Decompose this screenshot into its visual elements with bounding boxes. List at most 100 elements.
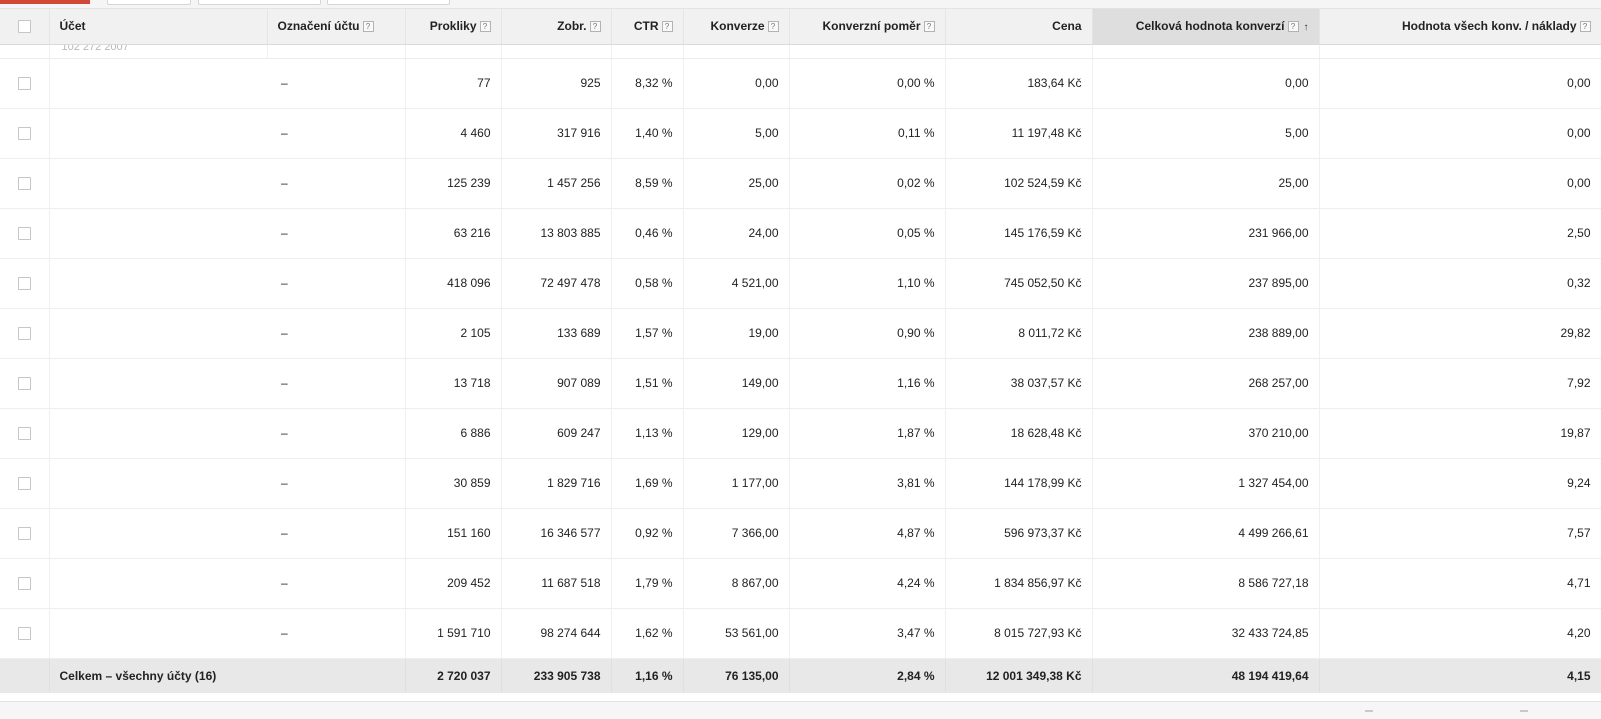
row-checkbox[interactable]	[17, 477, 31, 491]
row-checkbox[interactable]	[17, 277, 31, 291]
select-all-cell	[0, 9, 50, 45]
cell-account	[49, 558, 267, 609]
column-header-account-label[interactable]: Označení účtu?	[267, 9, 406, 45]
totals-cost: 12 001 349,38 Kč	[945, 657, 1093, 693]
row-select-cell	[0, 158, 50, 209]
row-checkbox[interactable]	[17, 227, 31, 241]
table-cell	[1319, 44, 1601, 59]
cell-value-per-cost: 2,50	[1319, 208, 1601, 259]
row-select-cell	[0, 408, 50, 459]
cell-conversion-value: 231 966,00	[1092, 208, 1320, 259]
table-row[interactable]: –30 859 1 829 716 1,69 % 1 177,00 3,81 % 144 …	[0, 458, 1601, 509]
cell-conversions: 4 521,00	[683, 258, 790, 309]
cell-conversion-value: 8 586 727,18	[1092, 558, 1320, 609]
cell-conversion-value: 0,00	[1092, 58, 1320, 109]
help-icon[interactable]: ?	[589, 21, 601, 33]
cell-cost: 102 524,59 Kč	[945, 158, 1093, 209]
table-row[interactable]: –1 591 710 98 274 644 1,62 % 53 561,00 3,47 …	[0, 608, 1601, 659]
help-icon[interactable]: ?	[362, 21, 374, 33]
row-checkbox[interactable]	[17, 627, 31, 641]
totals-spacer	[0, 657, 50, 693]
cell-clicks: 77	[405, 58, 502, 109]
cell-conversion-rate: 0,11 %	[789, 108, 946, 159]
column-header-conversions[interactable]: Konverze?	[683, 9, 790, 45]
table-row[interactable]: –77 925 8,32 % 0,00 0,00 % 183,64 Kč 0,00 0,00	[0, 58, 1601, 109]
table-cell	[789, 44, 946, 59]
cell-impressions: 907 089	[501, 358, 612, 409]
cell-account	[49, 408, 267, 459]
cell-conversion-value: 32 433 724,85	[1092, 608, 1320, 659]
help-icon[interactable]: ?	[767, 21, 779, 33]
column-header-impressions[interactable]: Zobr.?	[501, 9, 612, 45]
cell-conversions: 24,00	[683, 208, 790, 259]
column-header-account[interactable]: Účet	[49, 9, 268, 45]
toolbar-button[interactable]	[327, 0, 450, 5]
cell-conversions: 1 177,00	[683, 458, 790, 509]
row-checkbox[interactable]	[17, 527, 31, 541]
cell-conversion-value: 237 895,00	[1092, 258, 1320, 309]
row-checkbox[interactable]	[17, 327, 31, 341]
row-checkbox[interactable]	[17, 577, 31, 591]
table-row[interactable]: –63 216 13 803 885 0,46 % 24,00 0,05 % 145 17…	[0, 208, 1601, 259]
table-row[interactable]: –13 718 907 089 1,51 % 149,00 1,16 % 38 037,5…	[0, 358, 1601, 409]
row-select-cell	[0, 558, 50, 609]
toolbar-button[interactable]	[198, 0, 321, 5]
table-row[interactable]: –418 096 72 497 478 0,58 % 4 521,00 1,10 % 74…	[0, 258, 1601, 309]
help-icon[interactable]: ?	[1287, 21, 1299, 33]
table-row[interactable]: –125 239 1 457 256 8,59 % 25,00 0,02 % 102 52…	[0, 158, 1601, 209]
row-checkbox[interactable]	[17, 177, 31, 191]
table-cell	[1092, 44, 1320, 59]
column-header-value-per-cost[interactable]: Hodnota všech konv. / náklady?	[1319, 9, 1601, 45]
accounts-table: Účet Označení účtu? Prokliky? Zobr.? CTR…	[0, 9, 1601, 693]
column-header-label: Konverzní poměr	[822, 19, 921, 34]
cell-clicks: 209 452	[405, 558, 502, 609]
row-checkbox[interactable]	[17, 377, 31, 391]
column-header-ctr[interactable]: CTR?	[611, 9, 684, 45]
cell-conversion-rate: 0,00 %	[789, 58, 946, 109]
cell-cost: 1 834 856,97 Kč	[945, 558, 1093, 609]
cell-conversions: 53 561,00	[683, 608, 790, 659]
select-all-checkbox[interactable]	[17, 20, 31, 34]
cell-account-label: –	[267, 608, 406, 659]
cell-account-label: –	[267, 558, 406, 609]
cell-ctr: 1,40 %	[611, 108, 684, 159]
row-checkbox[interactable]	[17, 77, 31, 91]
cell-conversion-value: 5,00	[1092, 108, 1320, 159]
cell-ctr: 0,92 %	[611, 508, 684, 559]
totals-value-per-cost: 4,15	[1319, 657, 1601, 693]
cell-impressions: 1 829 716	[501, 458, 612, 509]
column-header-label: Cena	[1052, 19, 1082, 34]
cell-clicks: 151 160	[405, 508, 502, 559]
column-header-total-conversion-value[interactable]: Celková hodnota konverzí? ↑	[1092, 9, 1320, 45]
row-select-cell	[0, 358, 50, 409]
table-row[interactable]: –209 452 11 687 518 1,79 % 8 867,00 4,24 % 1 …	[0, 558, 1601, 609]
table-row[interactable]: –2 105 133 689 1,57 % 19,00 0,90 % 8 011,72 K…	[0, 308, 1601, 359]
column-header-clicks[interactable]: Prokliky?	[405, 9, 502, 45]
help-icon[interactable]: ?	[479, 21, 491, 33]
cell-account	[49, 208, 267, 259]
row-select-cell	[0, 458, 50, 509]
table-row[interactable]: –4 460 317 916 1,40 % 5,00 0,11 % 11 197,48 K…	[0, 108, 1601, 159]
column-header-label: Prokliky	[429, 19, 477, 34]
pagination-control[interactable]	[1520, 710, 1528, 712]
help-icon[interactable]: ?	[661, 21, 673, 33]
column-header-label: CTR	[633, 19, 659, 34]
row-checkbox[interactable]	[17, 127, 31, 141]
cell-ctr: 1,69 %	[611, 458, 684, 509]
table-cell	[0, 44, 50, 59]
pagination-control[interactable]	[1365, 710, 1373, 712]
cell-conversions: 25,00	[683, 158, 790, 209]
toolbar-button[interactable]	[107, 0, 191, 5]
help-icon[interactable]: ?	[1579, 21, 1591, 33]
cell-conversion-value: 238 889,00	[1092, 308, 1320, 359]
cell-conversions: 149,00	[683, 358, 790, 409]
table-row[interactable]: –6 886 609 247 1,13 % 129,00 1,87 % 18 628,48…	[0, 408, 1601, 459]
cell-conversion-rate: 1,87 %	[789, 408, 946, 459]
help-icon[interactable]: ?	[923, 21, 935, 33]
cell-impressions: 317 916	[501, 108, 612, 159]
column-header-conversion-rate[interactable]: Konverzní poměr?	[789, 9, 946, 45]
primary-action-button[interactable]	[0, 0, 90, 4]
row-checkbox[interactable]	[17, 427, 31, 441]
table-row[interactable]: –151 160 16 346 577 0,92 % 7 366,00 4,87 % 59…	[0, 508, 1601, 559]
column-header-cost[interactable]: Cena	[945, 9, 1093, 45]
